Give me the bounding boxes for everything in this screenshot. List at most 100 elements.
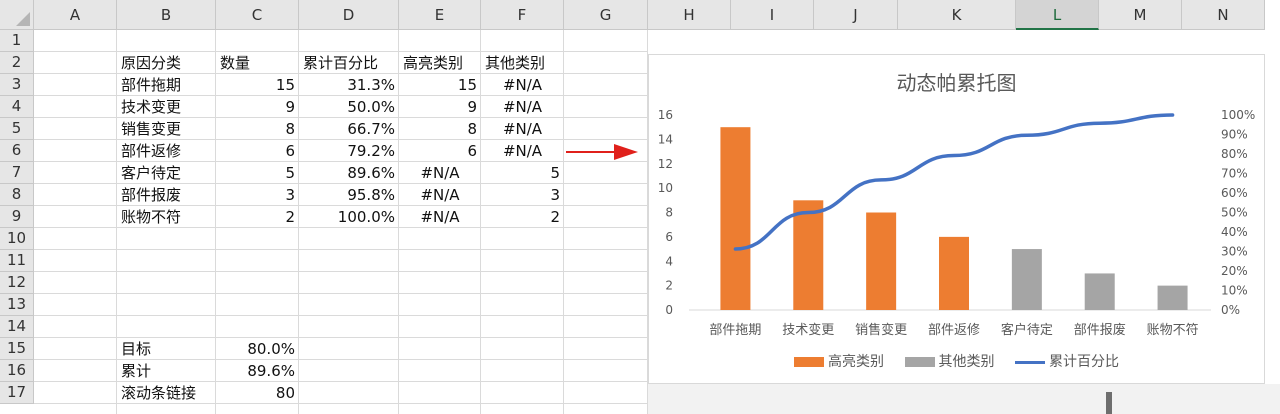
- row-header-12[interactable]: 12: [0, 272, 34, 294]
- row-header-15[interactable]: 15: [0, 338, 34, 360]
- row-header-3[interactable]: 3: [0, 74, 34, 96]
- row-header-13[interactable]: 13: [0, 294, 34, 316]
- summary-value[interactable]: 80: [275, 384, 295, 402]
- column-header-n[interactable]: N: [1182, 0, 1265, 30]
- column-header-a[interactable]: A: [34, 0, 117, 30]
- bar-other: [1084, 273, 1115, 310]
- summary-value[interactable]: 80.0%: [247, 340, 295, 358]
- grid-hline: [34, 403, 648, 404]
- table-cell[interactable]: 31.3%: [347, 76, 395, 94]
- row-header-8[interactable]: 8: [0, 184, 34, 206]
- table-cell[interactable]: 3: [550, 186, 560, 204]
- chart-legend: 高亮类别 其他类别 累计百分比: [649, 351, 1264, 371]
- summary-label[interactable]: 滚动条链接: [121, 384, 197, 402]
- table-cell[interactable]: 销售变更: [121, 120, 182, 138]
- grid-hline: [34, 359, 648, 360]
- scroll-bar-control[interactable]: [1106, 392, 1112, 414]
- y2-tick-label: 60%: [1221, 186, 1248, 200]
- table-cell[interactable]: #N/A: [420, 208, 460, 226]
- table-header-cell[interactable]: 高亮类别: [403, 54, 464, 72]
- table-cell[interactable]: #N/A: [502, 142, 543, 160]
- table-cell[interactable]: #N/A: [502, 98, 543, 116]
- column-header-h[interactable]: H: [648, 0, 731, 30]
- bar-other: [1157, 285, 1188, 310]
- column-header-i[interactable]: I: [731, 0, 814, 30]
- table-cell[interactable]: 账物不符: [121, 208, 182, 226]
- table-cell[interactable]: #N/A: [502, 120, 543, 138]
- table-header-cell[interactable]: 累计百分比: [303, 54, 379, 72]
- table-header-cell[interactable]: 数量: [220, 54, 251, 72]
- row-header-5[interactable]: 5: [0, 118, 34, 140]
- y-tick-label: 10: [658, 181, 673, 195]
- row-header-1[interactable]: 1: [0, 30, 34, 52]
- column-header-f[interactable]: F: [481, 0, 564, 30]
- column-header-d[interactable]: D: [299, 0, 399, 30]
- table-cell[interactable]: 技术变更: [121, 98, 182, 116]
- column-header-c[interactable]: C: [216, 0, 299, 30]
- table-cell[interactable]: 8: [285, 120, 295, 138]
- row-header-14[interactable]: 14: [0, 316, 34, 338]
- column-header-l[interactable]: L: [1016, 0, 1099, 30]
- table-cell[interactable]: 8: [467, 120, 477, 138]
- table-cell[interactable]: 5: [285, 164, 295, 182]
- table-cell[interactable]: 2: [285, 208, 295, 226]
- grid-vline: [116, 30, 117, 414]
- column-header-k[interactable]: K: [898, 0, 1016, 30]
- table-cell[interactable]: 66.7%: [347, 120, 395, 138]
- table-cell[interactable]: 95.8%: [347, 186, 395, 204]
- table-cell[interactable]: 客户待定: [121, 164, 182, 182]
- row-header-10[interactable]: 10: [0, 228, 34, 250]
- table-cell[interactable]: 9: [285, 98, 295, 116]
- column-header-g[interactable]: G: [564, 0, 648, 30]
- y-tick-label: 0: [665, 303, 673, 317]
- table-cell[interactable]: 6: [467, 142, 477, 160]
- table-cell[interactable]: 部件返修: [121, 142, 182, 160]
- y-tick-label: 6: [665, 230, 673, 244]
- y2-tick-label: 80%: [1221, 147, 1248, 161]
- table-cell[interactable]: #N/A: [420, 186, 460, 204]
- bar-highlight: [866, 212, 897, 310]
- column-header-e[interactable]: E: [399, 0, 481, 30]
- table-cell[interactable]: 79.2%: [347, 142, 395, 160]
- column-header-m[interactable]: M: [1099, 0, 1182, 30]
- row-header-16[interactable]: 16: [0, 360, 34, 382]
- table-cell[interactable]: 部件拖期: [121, 76, 182, 94]
- table-header-cell[interactable]: 其他类别: [485, 54, 546, 72]
- table-cell[interactable]: 部件报废: [121, 186, 182, 204]
- grid-hline: [34, 51, 648, 52]
- table-cell[interactable]: 89.6%: [347, 164, 395, 182]
- select-all-corner[interactable]: [0, 0, 34, 30]
- table-cell[interactable]: #N/A: [420, 164, 460, 182]
- grid-hline: [34, 315, 648, 316]
- chart-title: 动态帕累托图: [896, 71, 1017, 95]
- row-header-6[interactable]: 6: [0, 140, 34, 162]
- table-cell[interactable]: 3: [285, 186, 295, 204]
- column-header-b[interactable]: B: [117, 0, 216, 30]
- summary-value[interactable]: 89.6%: [247, 362, 295, 380]
- table-cell[interactable]: 15: [275, 76, 295, 94]
- row-header-17[interactable]: 17: [0, 382, 34, 404]
- table-cell[interactable]: 50.0%: [347, 98, 395, 116]
- row-header-7[interactable]: 7: [0, 162, 34, 184]
- summary-label[interactable]: 累计: [121, 362, 152, 380]
- table-cell[interactable]: 9: [467, 98, 477, 116]
- row-header-4[interactable]: 4: [0, 96, 34, 118]
- table-header-cell[interactable]: 原因分类: [121, 54, 182, 72]
- row-header-11[interactable]: 11: [0, 250, 34, 272]
- row-header-2[interactable]: 2: [0, 52, 34, 74]
- table-cell[interactable]: 2: [550, 208, 560, 226]
- summary-label[interactable]: 目标: [121, 340, 152, 358]
- table-cell[interactable]: 6: [285, 142, 295, 160]
- table-cell[interactable]: 100.0%: [337, 208, 395, 226]
- bar-highlight: [793, 200, 824, 310]
- row-header-9[interactable]: 9: [0, 206, 34, 228]
- pareto-chart[interactable]: 动态帕累托图 0 2 4 6 8 10 12 14 16 0% 10% 20% 30% 40% 50% 60%…: [648, 54, 1265, 384]
- table-cell[interactable]: 15: [457, 76, 477, 94]
- table-cell[interactable]: 5: [550, 164, 560, 182]
- x-tick-label: 部件返修: [928, 323, 980, 338]
- legend-swatch-highlight: [794, 357, 825, 367]
- grid-hline: [34, 95, 648, 96]
- column-header-j[interactable]: J: [814, 0, 898, 30]
- y2-tick-label: 20%: [1221, 264, 1248, 278]
- table-cell[interactable]: #N/A: [502, 76, 543, 94]
